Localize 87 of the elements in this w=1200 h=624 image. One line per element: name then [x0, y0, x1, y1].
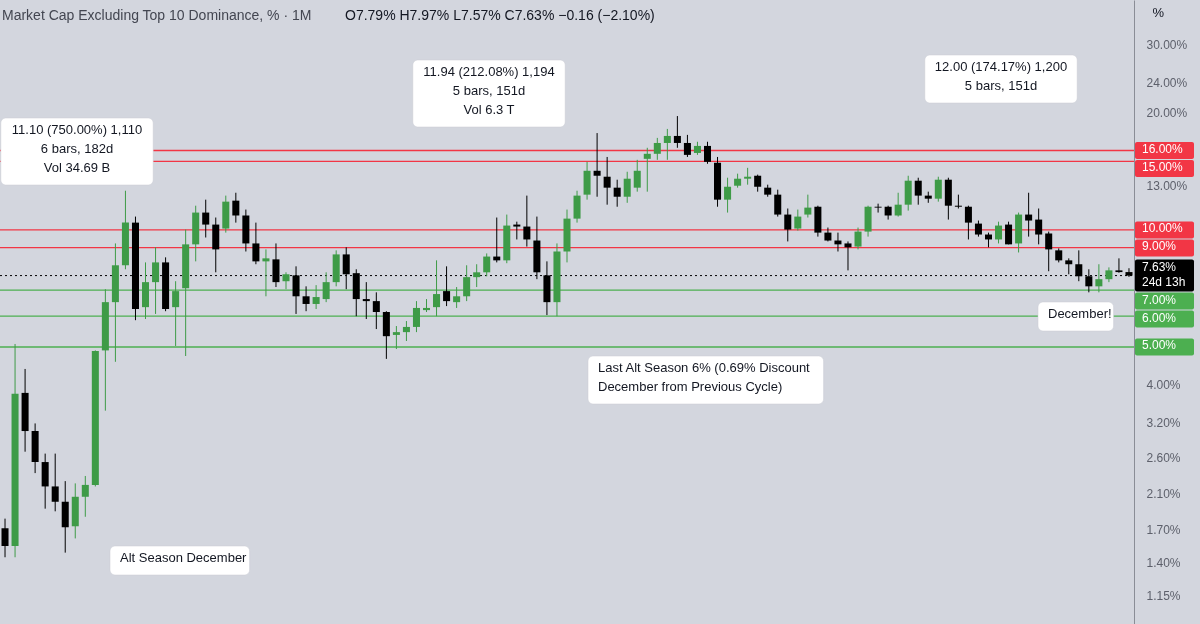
annotation: 11.10 (750.00%) 1,110 6 bars, 182d Vol 34.69 B [11, 122, 143, 175]
text: Market Cap Excluding Top 10 Dominance, % · 1M [2, 7, 312, 23]
candlestick [633, 159, 641, 193]
candlestick [232, 192, 240, 224]
candlestick [1115, 257, 1123, 274]
annotation: Last Alt Season 6% (0.69% Discount December from Previous Cycle) [598, 360, 811, 394]
candlestick [964, 205, 972, 240]
candlestick [372, 291, 380, 330]
candlestick [904, 175, 912, 212]
y-tick-label: 13.00% [1146, 179, 1188, 194]
candlestick [995, 221, 1003, 244]
candlestick [794, 209, 802, 232]
candlestick [1095, 263, 1103, 293]
candlestick [914, 177, 922, 206]
y-tick-label: 1.40% [1146, 555, 1181, 570]
candlestick [844, 240, 852, 271]
candlestick [1045, 231, 1053, 272]
candlestick [202, 199, 210, 238]
ref-line-label: 7.00% [1142, 292, 1177, 307]
annotation: Alt Season December [120, 550, 248, 565]
candlestick [663, 128, 671, 161]
y-tick-label: 20.00% [1146, 106, 1188, 121]
y-tick-label: 4.00% [1146, 378, 1181, 393]
candlestick [262, 248, 270, 297]
annotation: 12.00 (174.17%) 1,200 5 bars, 151d [934, 59, 1068, 93]
candlestick [804, 194, 812, 219]
candlestick [1035, 208, 1043, 245]
candlestick [523, 195, 531, 248]
candlestick [653, 137, 661, 161]
y-tick-label: 1.70% [1146, 522, 1181, 537]
candlestick [402, 320, 410, 342]
candlestick [51, 453, 59, 512]
candlestick [673, 115, 681, 149]
candlestick [473, 263, 481, 288]
y-tick-label: 30.00% [1146, 37, 1188, 52]
candlestick [252, 222, 260, 265]
candlestick [703, 141, 712, 165]
candlestick [894, 192, 902, 218]
text: O7.79% H7.97% L7.57% C7.63% −0.16 (−2.10%) [345, 7, 655, 23]
candlestick [683, 134, 691, 158]
candlestick [392, 325, 400, 350]
candlestick [453, 286, 461, 309]
y-tick-label: 24.00% [1146, 75, 1188, 90]
y-tick-label: 3.20% [1146, 415, 1181, 430]
candlestick [483, 252, 491, 277]
candlestick [934, 176, 942, 203]
ref-line-label: 9.00% [1142, 239, 1177, 254]
candlestick [1075, 249, 1083, 282]
candlestick [724, 177, 732, 214]
candlestick [412, 300, 420, 333]
candlestick [874, 203, 882, 214]
annotation: December! [1048, 306, 1112, 321]
candlestick [81, 475, 89, 518]
candlestick [172, 280, 180, 347]
candlestick [312, 284, 320, 310]
candlestick [362, 281, 370, 320]
ref-line-label: 15.00% [1142, 160, 1184, 174]
candlestick [643, 147, 651, 193]
annotation: 11.94 (212.08%) 1,194 5 bars, 151d Vol 6.3 T [423, 64, 555, 117]
candlestick [152, 246, 160, 315]
candlestick [784, 208, 792, 242]
ref-line-label: 10.00% [1142, 221, 1184, 236]
ref-line-label: 16.00% [1142, 142, 1184, 156]
candlestick [322, 271, 330, 303]
y-tick-label: 1.15% [1146, 588, 1181, 603]
y-tick-label: 2.10% [1146, 487, 1181, 502]
ref-line-label: 5.00% [1142, 338, 1177, 353]
candlestick [1, 518, 9, 558]
candlestick [1125, 267, 1133, 278]
candlestick [593, 132, 601, 198]
candlestick [302, 285, 310, 312]
candlestick [282, 271, 290, 290]
candlestick [774, 189, 782, 218]
y-axis-title: % [1152, 4, 1165, 20]
candlestick [613, 179, 621, 208]
y-tick-label: 2.60% [1146, 450, 1181, 465]
ref-line-label: 6.00% [1142, 310, 1177, 325]
candlestick [603, 156, 611, 206]
candlestick [433, 259, 441, 317]
candlestick [854, 227, 862, 250]
candlestick [1025, 192, 1033, 238]
candlestick [583, 161, 591, 201]
candlestick [623, 171, 631, 204]
candlestick [573, 190, 581, 224]
candlestick [463, 264, 471, 302]
candlestick [954, 194, 962, 210]
ref-line-label: 7.63% 24d 13h [1142, 259, 1186, 289]
